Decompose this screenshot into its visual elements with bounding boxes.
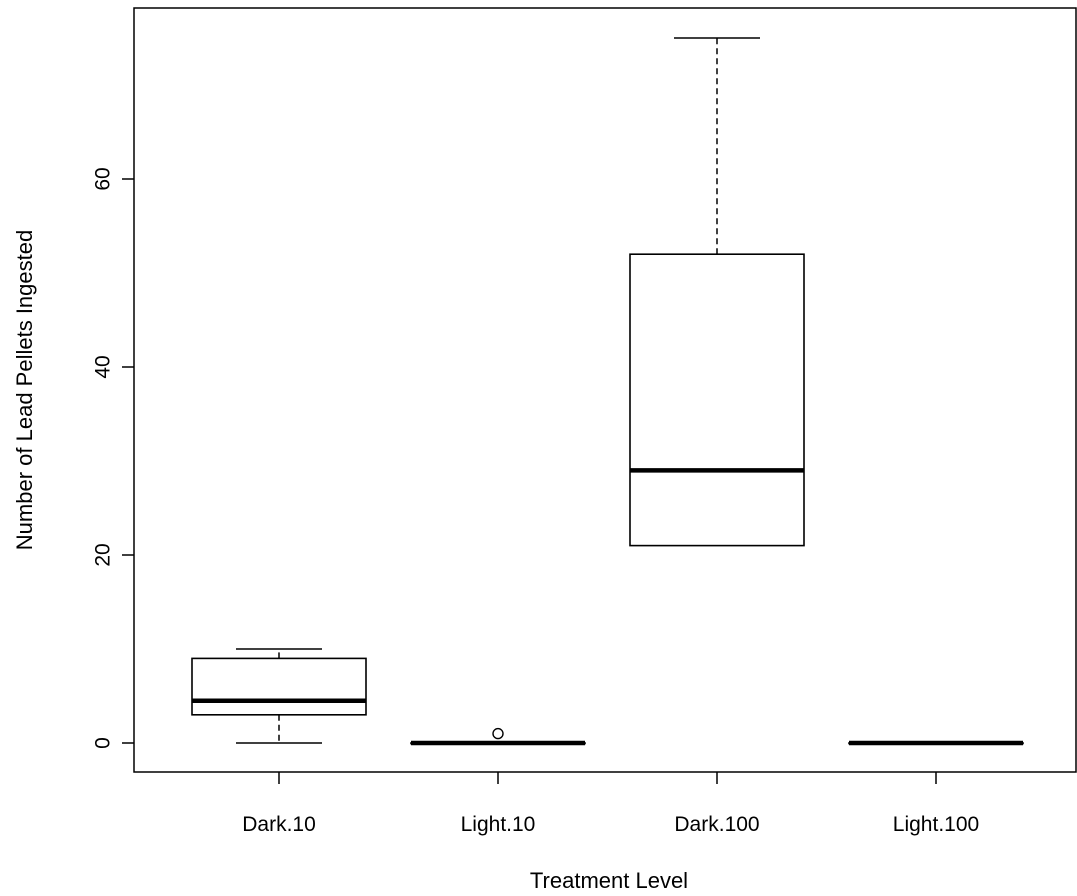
x-tick-label: Light.100 [893, 813, 979, 836]
y-tick-label: 40 [92, 355, 115, 378]
y-tick-label: 60 [92, 167, 115, 190]
x-axis-title: Treatment Level [530, 868, 688, 893]
x-tick-label: Light.10 [461, 813, 536, 836]
box-group-light-10 [410, 727, 586, 746]
boxes-layer [191, 37, 1024, 746]
y-axis-title: Number of Lead Pellets Ingested [12, 230, 37, 550]
iqr-box [191, 657, 367, 716]
x-tick-label: Dark.10 [242, 813, 316, 836]
x-tick-label: Dark.100 [674, 813, 759, 836]
y-axis: 0 20 40 60 [92, 167, 134, 749]
plot-frame [133, 7, 1077, 773]
box-group-dark-10 [191, 648, 367, 744]
y-tick-label: 20 [92, 543, 115, 566]
box-group-light-100 [848, 740, 1024, 746]
box-group-dark-100 [629, 37, 805, 547]
x-axis: Dark.10 Light.10 Dark.100 Light.100 [242, 772, 979, 836]
y-tick-label: 0 [92, 737, 115, 749]
iqr-box [629, 253, 805, 547]
outlier-point [492, 727, 504, 740]
